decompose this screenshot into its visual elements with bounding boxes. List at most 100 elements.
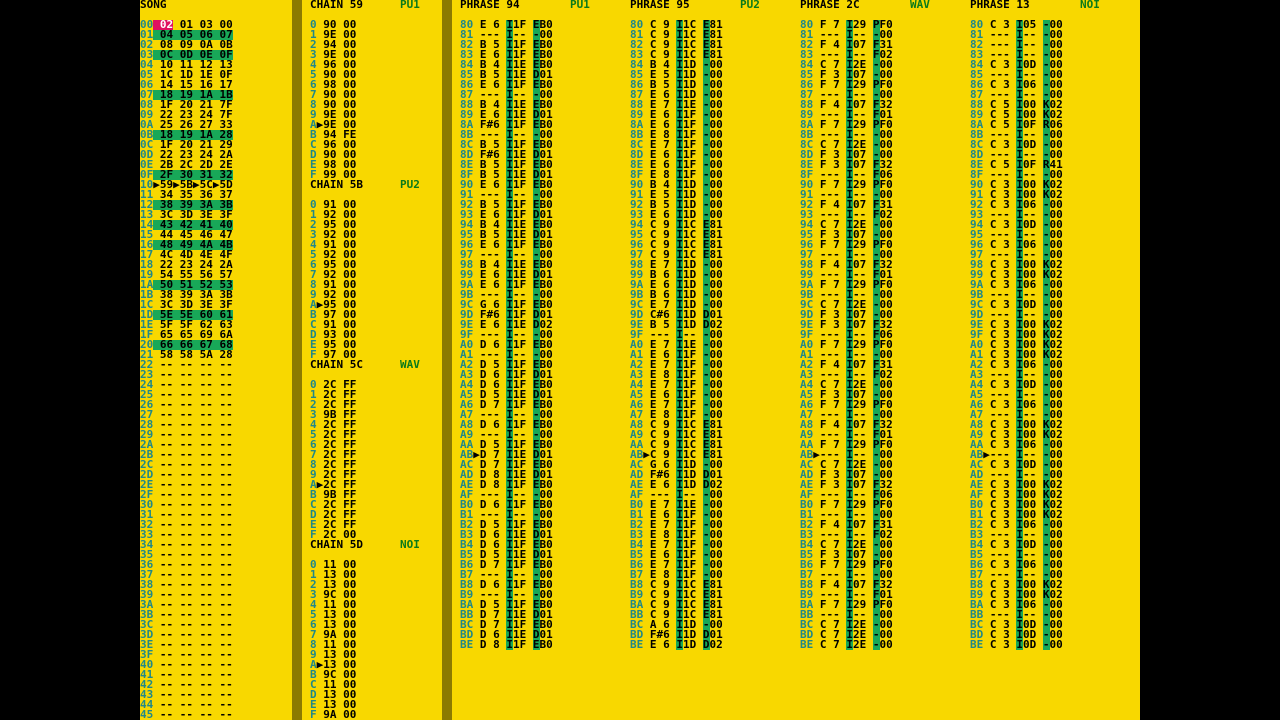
phrase-command-value[interactable]: B0: [539, 118, 553, 131]
chain-row[interactable]: 5 13 00: [310, 609, 356, 620]
phrase-note-cell[interactable]: ---: [983, 308, 1010, 321]
phrase-note-cell[interactable]: C 9: [643, 418, 670, 431]
phrase-note-cell[interactable]: ---: [473, 288, 500, 301]
chain-transpose-cell[interactable]: 00: [336, 658, 357, 671]
phrase-command-value[interactable]: 00: [879, 288, 893, 301]
phrase-command-letter[interactable]: K: [1042, 338, 1050, 351]
phrase-command-value[interactable]: 00: [709, 78, 723, 91]
chain-transpose-cell[interactable]: 00: [336, 648, 357, 661]
phrase-row[interactable]: 98 F 4 I07 F32: [800, 258, 893, 271]
phrase-command-value[interactable]: 32: [879, 258, 893, 271]
phrase-note-cell[interactable]: C 3: [983, 268, 1010, 281]
phrase-command-value[interactable]: B0: [539, 38, 553, 51]
phrase-instrument-cell[interactable]: 0F: [1023, 118, 1037, 131]
phrase-command-letter[interactable]: -: [1042, 18, 1050, 31]
phrase-instrument-cell[interactable]: 2E: [853, 58, 867, 71]
phrase-command-value[interactable]: 00: [709, 258, 723, 271]
phrase-instrument-cell[interactable]: 2E: [853, 618, 867, 631]
phrase-row[interactable]: 81 --- I-- -00: [970, 28, 1063, 41]
song-cell[interactable]: 1B: [212, 88, 233, 101]
phrase-command-value[interactable]: 00: [709, 178, 723, 191]
song-cell[interactable]: 39: [173, 198, 193, 211]
chain-transpose-cell[interactable]: 00: [336, 628, 357, 641]
phrase-row[interactable]: 8F --- I-- -00: [970, 168, 1063, 181]
song-cell[interactable]: 7F: [212, 98, 233, 111]
song-cell[interactable]: --: [193, 658, 213, 671]
phrase-command-value[interactable]: 00: [1049, 228, 1063, 241]
song-cell[interactable]: --: [212, 658, 233, 671]
phrase-command-value[interactable]: 02: [879, 368, 893, 381]
phrase-command-letter[interactable]: F: [872, 38, 880, 51]
phrase-command-letter[interactable]: -: [702, 408, 710, 421]
phrase-command-value[interactable]: 00: [1049, 238, 1063, 251]
phrase-instrument-cell[interactable]: --: [513, 128, 527, 141]
phrase-command-value[interactable]: B0: [539, 598, 553, 611]
phrase-instrument-cell[interactable]: 1D: [683, 88, 697, 101]
phrase-instrument-cell[interactable]: 29: [853, 238, 867, 251]
song-cell[interactable]: --: [193, 628, 213, 641]
phrase-note-cell[interactable]: B 4: [643, 178, 670, 191]
phrase-note-cell[interactable]: E 6: [473, 108, 500, 121]
phrase-row[interactable]: B4 D 6 I1F EB0: [460, 539, 553, 550]
phrase-instrument-cell[interactable]: 06: [1023, 78, 1037, 91]
song-cell[interactable]: --: [153, 598, 174, 611]
phrase-command-letter[interactable]: -: [1042, 288, 1050, 301]
phrase-command-letter[interactable]: -: [872, 28, 880, 41]
phrase-command-value[interactable]: 02: [709, 318, 723, 331]
phrase-row[interactable]: BA C 3 I06 -00: [970, 599, 1063, 610]
chain-phrase-cell[interactable]: 93: [316, 328, 337, 341]
phrase-row[interactable]: 8C C 3 I0D -00: [970, 139, 1063, 150]
phrase-instrument-cell[interactable]: 1F: [513, 638, 527, 651]
phrase-row[interactable]: 8D E 6 I1F -00: [630, 149, 723, 160]
phrase-command-value[interactable]: 00: [1049, 168, 1063, 181]
phrase-instrument-cell[interactable]: --: [1023, 228, 1037, 241]
phrase-command-letter[interactable]: -: [1042, 28, 1050, 41]
song-cell[interactable]: 20: [173, 98, 193, 111]
song-cell[interactable]: 5F: [173, 318, 193, 331]
chain-transpose-cell[interactable]: 00: [336, 18, 357, 31]
song-cell[interactable]: --: [193, 498, 213, 511]
phrase-note-cell[interactable]: C 3: [983, 58, 1010, 71]
song-cell[interactable]: --: [193, 398, 213, 411]
phrase-instrument-cell[interactable]: 1E: [683, 338, 697, 351]
phrase-command-value[interactable]: 00: [1049, 18, 1063, 31]
phrase-row[interactable]: BA D 5 I1F EB0: [460, 598, 553, 611]
song-cell[interactable]: ▶59: [153, 178, 174, 191]
song-row[interactable]: 17 4C 4D 4E 4F: [140, 249, 233, 260]
phrase-command-letter[interactable]: -: [1042, 378, 1050, 391]
phrase-row[interactable]: 93 --- I-- -00: [970, 209, 1063, 220]
phrase-instrument-cell[interactable]: --: [1023, 368, 1037, 381]
phrase-note-cell[interactable]: C 9: [643, 238, 670, 251]
phrase-command-letter[interactable]: -: [702, 498, 710, 511]
chain-phrase-cell[interactable]: 92: [316, 228, 337, 241]
phrase-command-value[interactable]: 81: [709, 48, 723, 61]
phrase-command-letter[interactable]: -: [872, 348, 880, 361]
phrase-command-value[interactable]: B0: [539, 438, 553, 451]
phrase-instrument-cell[interactable]: 1F: [513, 338, 527, 351]
song-cell[interactable]: 3C: [153, 298, 174, 311]
song-cell[interactable]: 02: [153, 18, 174, 31]
phrase-command-letter[interactable]: D: [532, 368, 540, 381]
phrase-command-letter[interactable]: -: [1042, 458, 1050, 471]
song-cell[interactable]: --: [193, 558, 213, 571]
song-cell[interactable]: --: [212, 578, 233, 591]
song-row[interactable]: 2F -- -- -- --: [140, 489, 233, 500]
phrase-command-letter[interactable]: E: [532, 278, 540, 291]
phrase-command-value[interactable]: B0: [539, 498, 553, 511]
song-cell[interactable]: 66: [173, 338, 193, 351]
chain-phrase-cell[interactable]: 95: [316, 218, 337, 231]
phrase-instrument-cell[interactable]: 1C: [683, 598, 697, 611]
phrase-row[interactable]: 84 C 7 I2E -00: [800, 58, 893, 71]
phrase-command-value[interactable]: 02: [1049, 348, 1063, 361]
phrase-instrument-cell[interactable]: --: [853, 188, 867, 201]
phrase-command-value[interactable]: 00: [539, 588, 553, 601]
phrase-note-cell[interactable]: F#6: [643, 468, 670, 481]
phrase-command-value[interactable]: 32: [879, 418, 893, 431]
phrase-note-cell[interactable]: D 5: [473, 388, 500, 401]
phrase-command-letter[interactable]: -: [702, 118, 710, 131]
phrase-row[interactable]: A3 E 8 I1F -00: [630, 369, 723, 380]
phrase-command-letter[interactable]: -: [1042, 448, 1050, 461]
phrase-command-value[interactable]: 00: [1049, 28, 1063, 41]
phrase-command-value[interactable]: 00: [709, 328, 723, 341]
phrase-note-cell[interactable]: ---: [473, 28, 500, 41]
